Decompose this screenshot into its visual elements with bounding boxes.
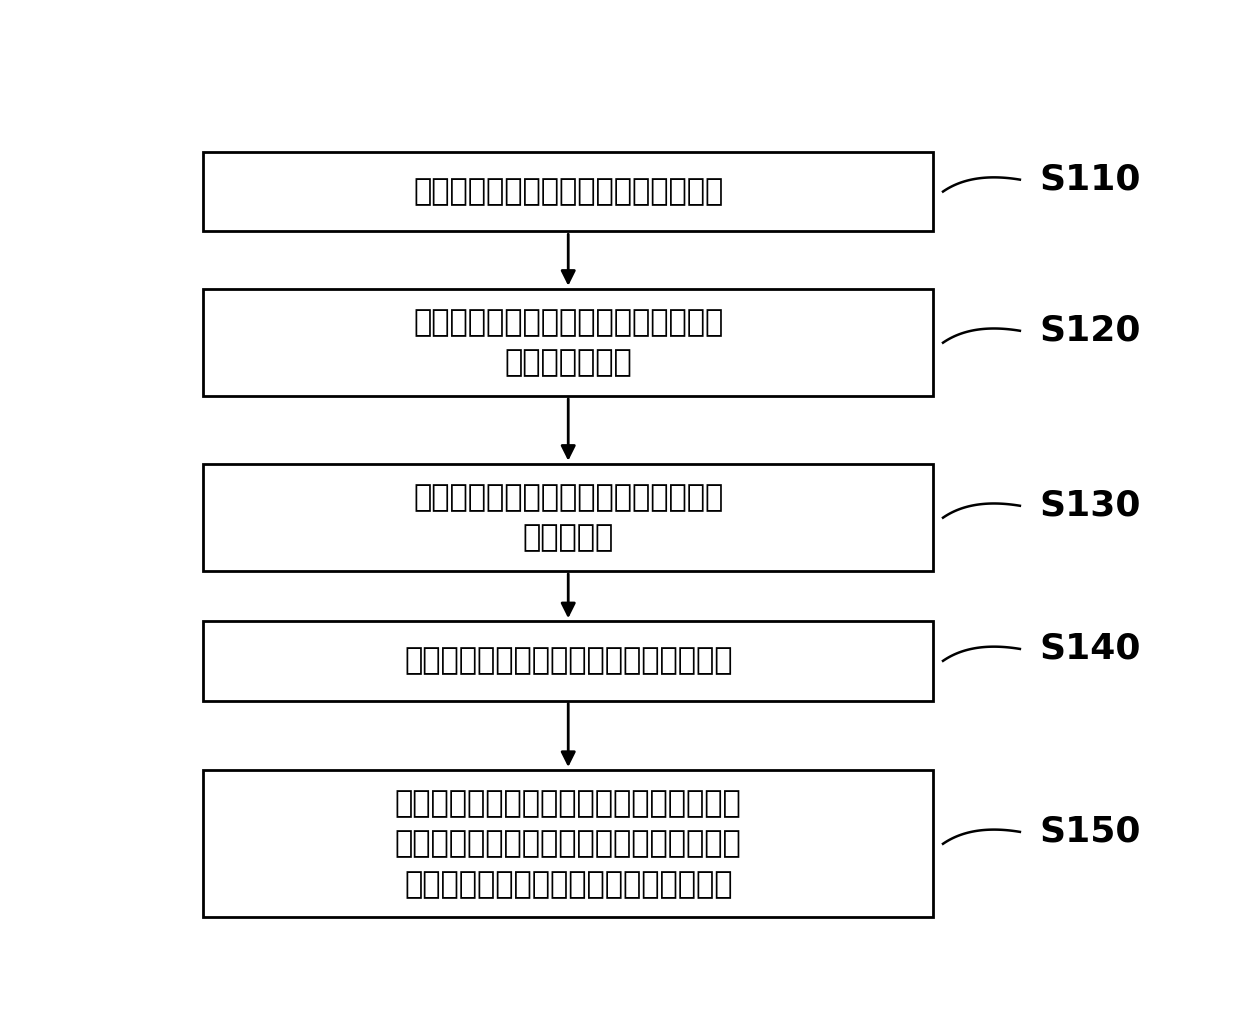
FancyBboxPatch shape xyxy=(203,464,934,571)
Text: 根据最小电压值得到压差调节的目标电压: 根据最小电压值得到压差调节的目标电压 xyxy=(404,647,733,676)
FancyBboxPatch shape xyxy=(203,621,934,700)
Text: S140: S140 xyxy=(1039,632,1141,666)
Text: 获取多个电池箱中每个电池箱的电压值: 获取多个电池箱中每个电池箱的电压值 xyxy=(413,177,723,206)
FancyBboxPatch shape xyxy=(203,152,934,231)
Text: S150: S150 xyxy=(1039,815,1141,849)
Text: S130: S130 xyxy=(1039,489,1141,523)
Text: 计算每个电压值与多个电压值中最小电
压值之间的压差: 计算每个电压值与多个电压值中最小电 压值之间的压差 xyxy=(413,308,723,377)
Text: 根据目标电压对筛选出的电池箱进行多次放
电，其中，前一次放电的放电电流和截止电
流大于后一次放电的放电电流和截止电流: 根据目标电压对筛选出的电池箱进行多次放 电，其中，前一次放电的放电电流和截止电 … xyxy=(394,789,742,899)
FancyBboxPatch shape xyxy=(203,289,934,397)
Text: S110: S110 xyxy=(1039,162,1141,196)
Text: S120: S120 xyxy=(1039,314,1141,348)
FancyBboxPatch shape xyxy=(203,771,934,917)
Text: 从多个电池箱中筛选出压差大于预设公
差的电池箱: 从多个电池箱中筛选出压差大于预设公 差的电池箱 xyxy=(413,483,723,553)
